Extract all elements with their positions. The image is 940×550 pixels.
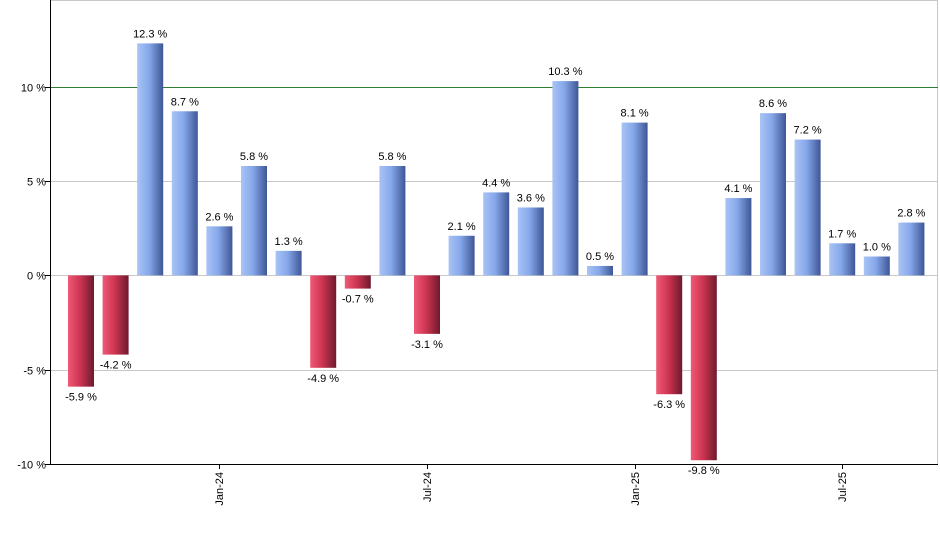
bar-value-label: -4.2 % — [100, 360, 132, 372]
bar-value-label: -9.8 % — [688, 465, 720, 477]
bar — [171, 111, 198, 276]
bar-value-label: 8.6 % — [759, 98, 787, 110]
bar-value-label: 0.5 % — [586, 251, 614, 263]
bar — [275, 250, 302, 276]
bar-value-label: -6.3 % — [653, 399, 685, 411]
x-tick-label: Jul-24 — [422, 472, 434, 502]
data-labels: -5.9 % -4.2 % 12.3 % 8.7 % 2.6 % 5.8 % 1.3 % -4… — [65, 28, 926, 477]
y-tick-label: 0 % — [27, 271, 46, 283]
y-tick-label: -10 % — [17, 460, 46, 472]
bar — [829, 243, 856, 276]
bar — [725, 198, 752, 276]
bar-value-label: 3.6 % — [517, 192, 545, 204]
bar-value-label: 12.3 % — [133, 28, 167, 40]
bar — [552, 81, 579, 276]
bar-value-label: 4.1 % — [724, 183, 752, 195]
bar — [656, 275, 683, 395]
bar — [587, 265, 613, 276]
bar — [448, 235, 475, 276]
bar — [794, 139, 821, 276]
bar — [206, 226, 233, 276]
bar-value-label: 1.0 % — [863, 242, 891, 254]
bar — [483, 192, 510, 276]
bar-value-label: 2.1 % — [448, 221, 476, 233]
bar-value-label: 8.1 % — [621, 108, 649, 120]
bar — [344, 275, 371, 289]
bar — [621, 122, 648, 276]
bar — [898, 222, 925, 276]
bar — [68, 275, 94, 387]
x-tick-label: Jan-24 — [214, 472, 226, 506]
bars — [68, 43, 925, 461]
bar-value-label: -0.7 % — [342, 294, 374, 306]
bar-value-label: 2.6 % — [205, 211, 233, 223]
bar-value-label: 5.8 % — [378, 151, 406, 163]
bar-value-label: 4.4 % — [482, 177, 510, 189]
bar-value-label: 2.8 % — [897, 208, 925, 220]
y-tick-label: 10 % — [21, 83, 46, 95]
x-tick-label: Jul-25 — [837, 472, 849, 502]
x-tick-label: Jan-25 — [630, 472, 642, 506]
bar-value-label: 5.8 % — [240, 151, 268, 163]
bar — [690, 275, 717, 461]
y-tick-label: -5 % — [23, 366, 46, 378]
bar — [379, 165, 406, 276]
bar-value-label: 1.7 % — [828, 228, 856, 240]
bar — [241, 165, 267, 276]
bar-value-label: 10.3 % — [548, 66, 582, 78]
bar-value-label: -5.9 % — [65, 392, 97, 404]
bar-value-label: 1.3 % — [275, 236, 303, 248]
bar — [760, 113, 786, 276]
bar-value-label: -4.9 % — [307, 373, 339, 385]
bar — [414, 275, 440, 334]
bar — [310, 275, 337, 368]
bar-value-label: 7.2 % — [794, 125, 822, 137]
bar-value-label: -3.1 % — [411, 339, 443, 351]
bar — [863, 256, 890, 276]
y-tick-label: 5 % — [27, 177, 46, 189]
bar — [517, 207, 544, 276]
bar-value-label: 8.7 % — [171, 96, 199, 108]
axes: -10 % -5 % 0 % 5 % 10 % Jan-24 Jul-24 Jan-25 Jul… — [17, 0, 938, 506]
bar — [137, 43, 164, 276]
bar — [102, 275, 129, 355]
